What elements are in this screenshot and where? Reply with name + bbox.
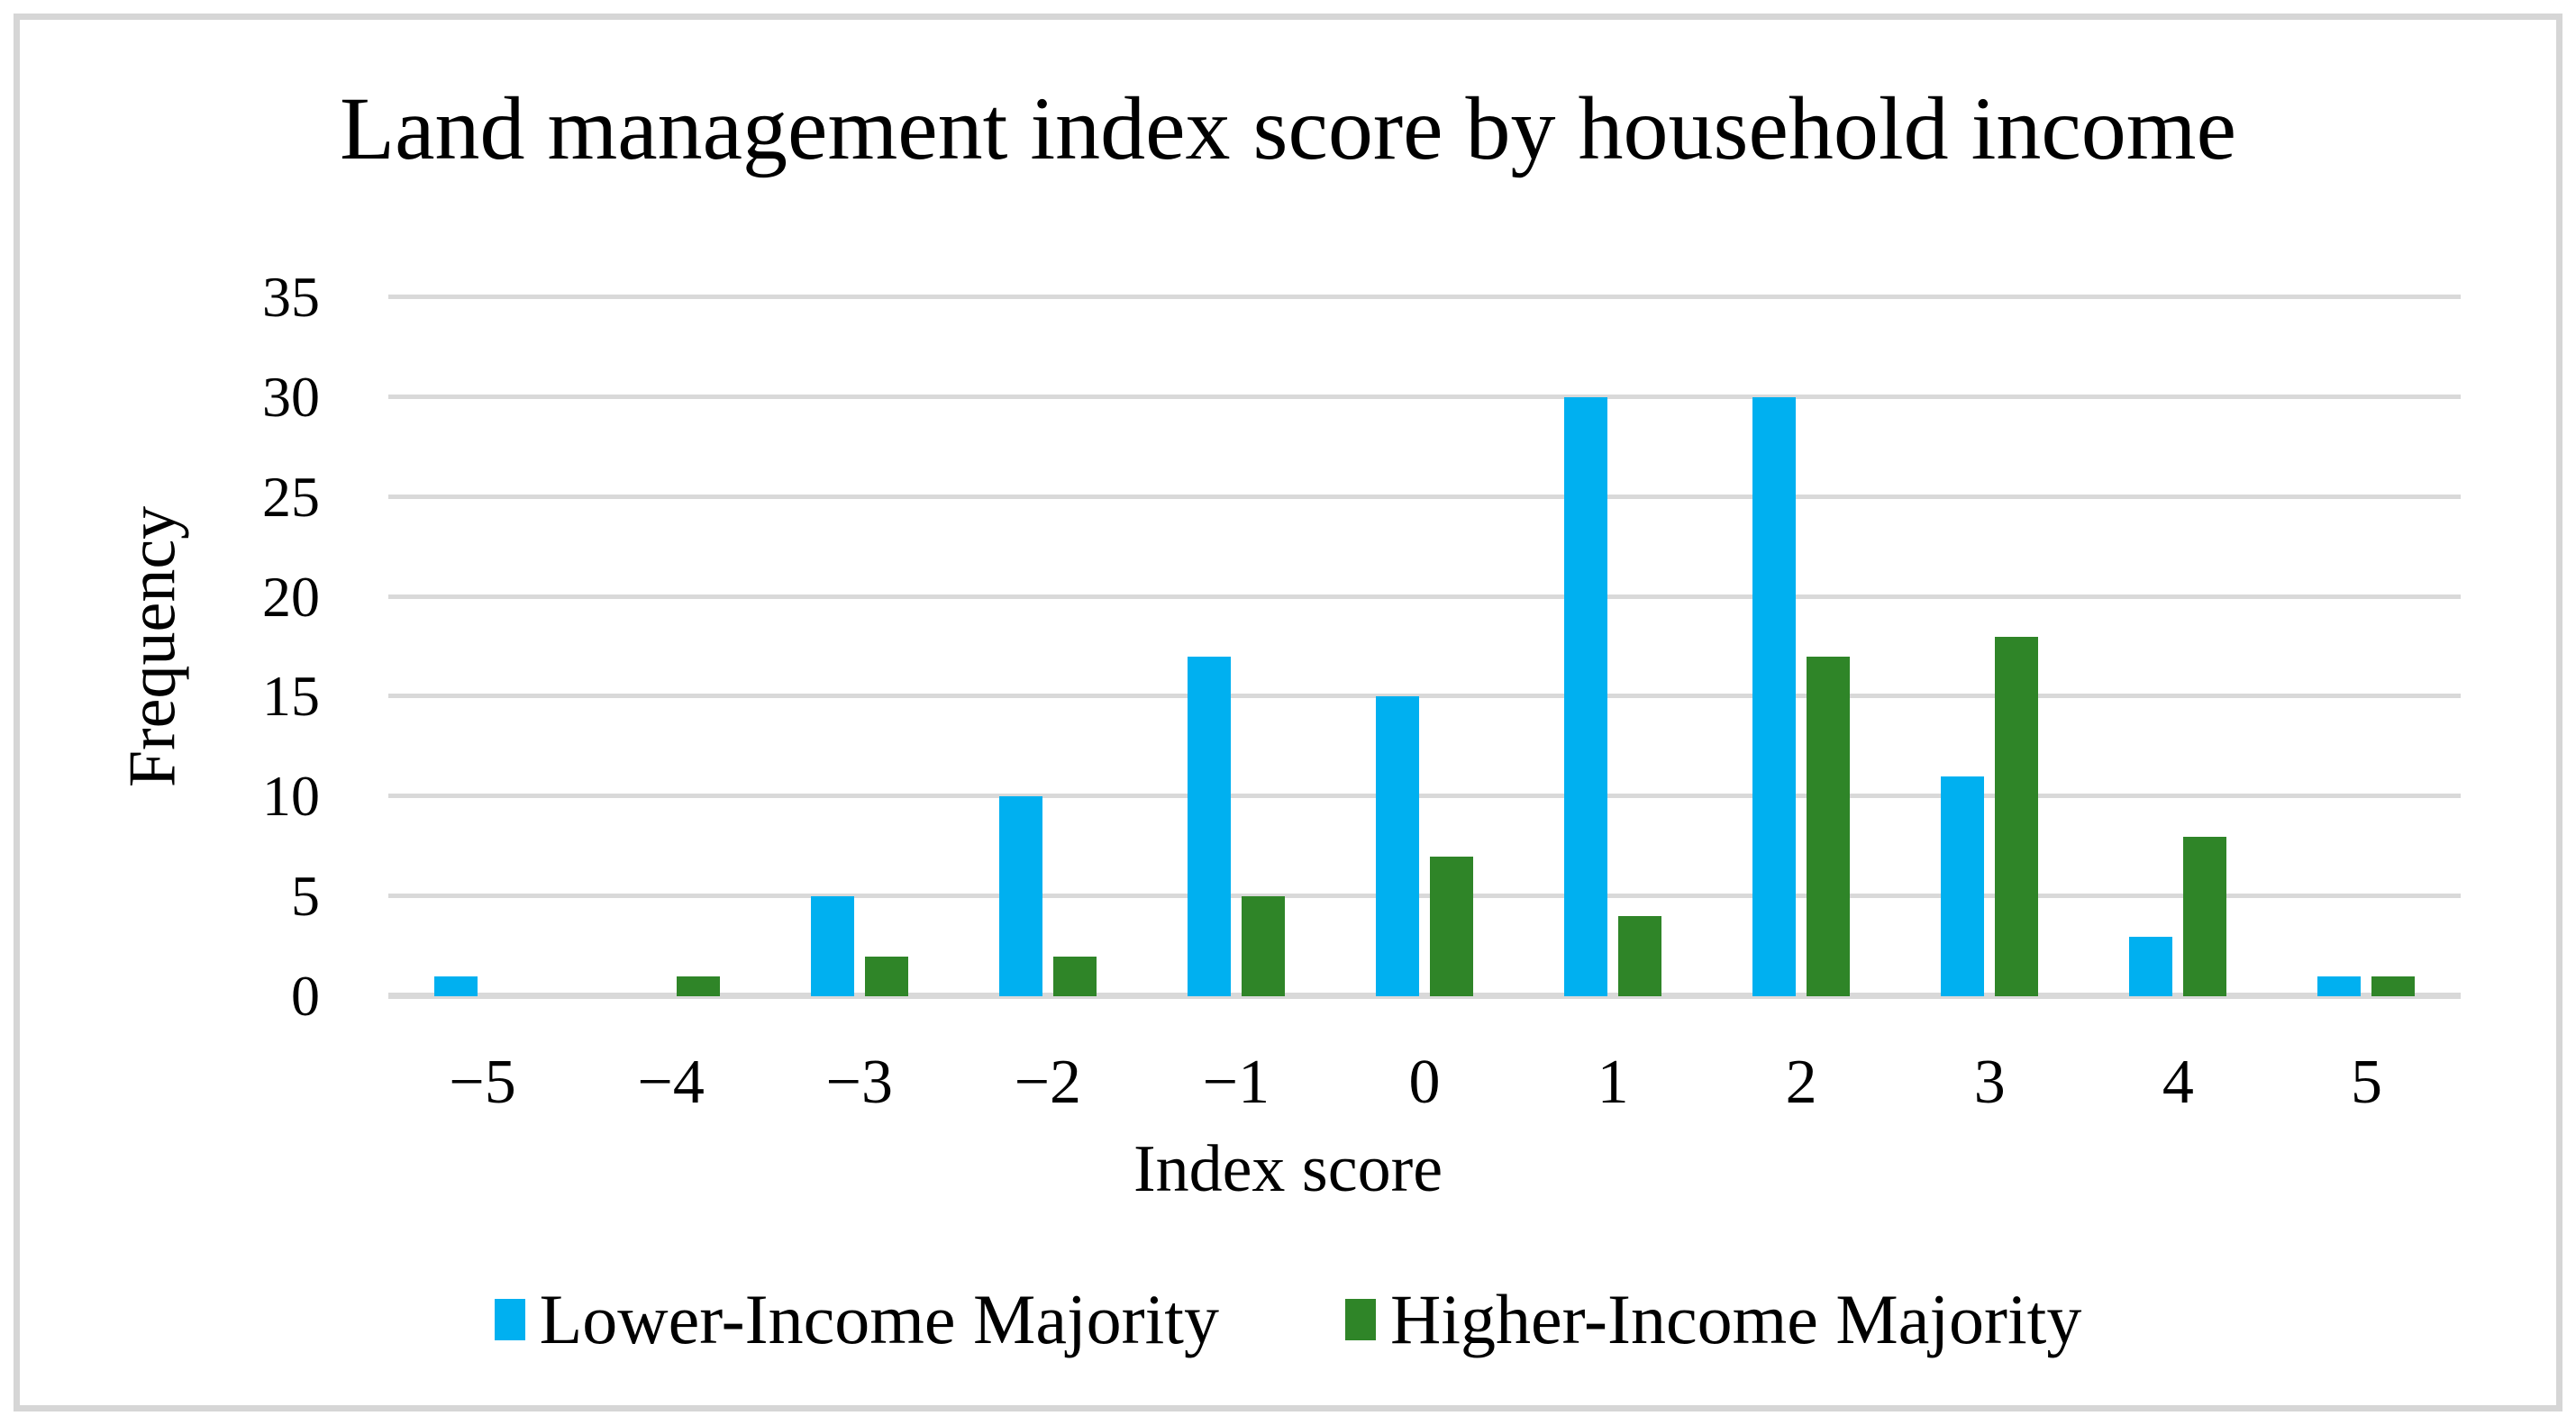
- bar: [433, 976, 478, 996]
- bar-group: [1707, 297, 1896, 996]
- y-tick-label: 35: [262, 265, 320, 329]
- gridline: [388, 394, 2461, 399]
- bar: [1752, 396, 1797, 996]
- bar: [998, 796, 1042, 996]
- legend-label: Lower-Income Majority: [539, 1280, 1219, 1358]
- bar: [2183, 836, 2227, 996]
- bar-group: [953, 297, 1142, 996]
- bar: [1187, 657, 1231, 996]
- y-tick-label: 30: [262, 364, 320, 429]
- bar: [1807, 657, 1851, 996]
- bar-group: [1896, 297, 2084, 996]
- chart-title: Land management index score by household…: [340, 78, 2236, 178]
- bar-group: [2084, 297, 2272, 996]
- bar: [1941, 776, 1985, 996]
- gridline: [388, 794, 2461, 799]
- legend: Lower-Income Majority Higher-Income Major…: [0, 1279, 2576, 1360]
- bar: [1429, 856, 1473, 996]
- y-tick-label: 0: [291, 964, 320, 1028]
- legend-swatch-icon: [494, 1299, 525, 1340]
- x-tick-label: 3: [1973, 1048, 2006, 1117]
- gridline: [388, 594, 2461, 599]
- bar-group: [765, 297, 953, 996]
- gridline: [388, 894, 2461, 899]
- y-tick-label: 10: [262, 764, 320, 829]
- bar: [1375, 696, 1419, 996]
- x-tick-label: −1: [1202, 1048, 1270, 1117]
- bar-group: [577, 297, 765, 996]
- x-tick-label: −5: [449, 1048, 516, 1117]
- bar: [810, 896, 854, 996]
- bar: [676, 976, 720, 996]
- bar: [864, 956, 908, 996]
- x-tick-label: −4: [637, 1048, 705, 1117]
- x-tick-label: 0: [1408, 1048, 1441, 1117]
- bar: [1995, 636, 2039, 996]
- bar: [1241, 896, 1285, 996]
- gridline: [388, 295, 2461, 299]
- y-axis-title: Frequency: [115, 505, 190, 788]
- x-tick-label: −3: [825, 1048, 893, 1117]
- bar: [2371, 976, 2416, 996]
- bar: [1564, 396, 1608, 996]
- x-tick-label: 5: [2350, 1048, 2382, 1117]
- y-tick-label: 25: [262, 464, 320, 529]
- bar-group: [1330, 297, 1518, 996]
- y-tick-label: 5: [291, 864, 320, 929]
- x-axis-baseline: [388, 993, 2461, 999]
- bar: [2129, 936, 2173, 996]
- bar-group: [1142, 297, 1330, 996]
- x-tick-label: 4: [2162, 1048, 2194, 1117]
- bar-group: [1519, 297, 1707, 996]
- gridline: [388, 694, 2461, 699]
- x-tick-label: −2: [1014, 1048, 1082, 1117]
- x-tick-label: 2: [1785, 1048, 1817, 1117]
- x-axis-title: Index score: [1133, 1132, 1443, 1206]
- x-tick-label: 1: [1597, 1048, 1629, 1117]
- bar: [2317, 976, 2362, 996]
- bar: [1618, 916, 1662, 996]
- legend-label: Higher-Income Majority: [1389, 1280, 2082, 1358]
- gridline: [388, 494, 2461, 499]
- plot-area: [388, 295, 2461, 999]
- bar-group: [2272, 297, 2461, 996]
- bar-group: [388, 297, 577, 996]
- chart-border: [14, 14, 2562, 1411]
- y-tick-label: 20: [262, 564, 320, 629]
- legend-item: Higher-Income Majority: [1344, 1279, 2082, 1360]
- y-tick-label: 15: [262, 664, 320, 729]
- legend-item: Lower-Income Majority: [494, 1279, 1219, 1360]
- bar: [1052, 956, 1097, 996]
- legend-swatch-icon: [1344, 1299, 1376, 1340]
